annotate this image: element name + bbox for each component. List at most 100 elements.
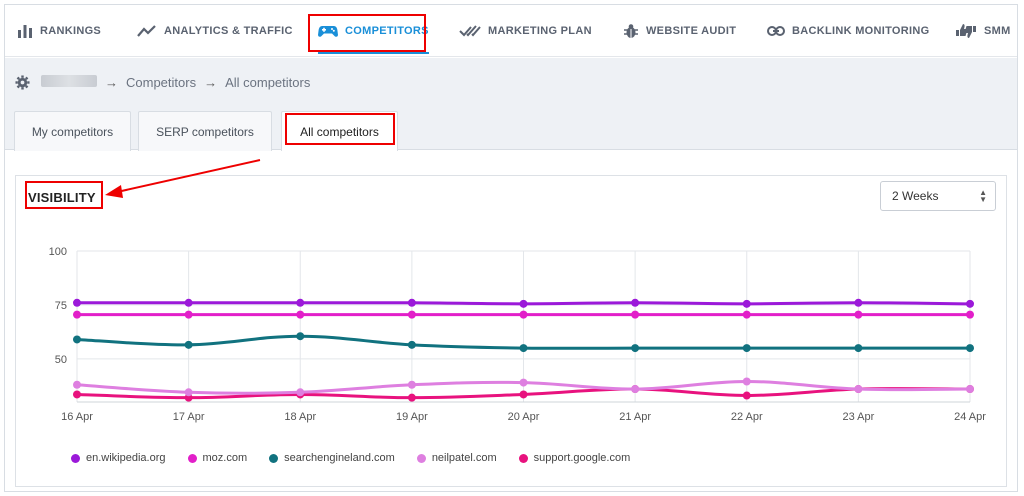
data-point (73, 335, 81, 344)
legend-label: moz.com (202, 452, 248, 464)
bug-icon (624, 24, 638, 38)
nav-competitors[interactable]: COMPETITORS (318, 5, 429, 57)
legend-item[interactable]: searchengineland.com (269, 452, 395, 464)
data-point (966, 299, 974, 308)
breadcrumb-trail: → Competitors → All competitors (105, 58, 310, 106)
data-point (73, 310, 81, 319)
legend-dot (269, 453, 279, 463)
data-point (519, 390, 528, 399)
legend-label: neilpatel.com (431, 452, 497, 464)
data-point (854, 385, 863, 394)
chart-legend: en.wikipedia.org moz.com searchengineland.… (71, 452, 630, 464)
period-select-value: 2 Weeks (892, 189, 939, 203)
tab-all-competitors[interactable]: All competitors (281, 111, 398, 152)
legend-dot (187, 453, 197, 463)
x-tick-label: 21 Apr (619, 411, 651, 423)
legend-label: searchengineland.com (284, 452, 395, 464)
data-point (966, 344, 974, 353)
x-tick-label: 17 Apr (173, 411, 205, 423)
visibility-chart: 50 75 100 16 Apr 17 Apr 18 Apr 19 Apr 20 Apr 21 … (49, 246, 987, 423)
settings-gear[interactable] (15, 58, 30, 106)
legend-dot (416, 453, 426, 463)
data-point (742, 391, 751, 400)
legend-dot (518, 453, 528, 463)
data-point (184, 340, 193, 349)
tab-serp-competitors[interactable]: SERP competitors (138, 111, 272, 151)
data-point (296, 388, 305, 397)
data-point (631, 344, 640, 353)
data-point (407, 393, 416, 402)
nav-smm-label: SMM (984, 25, 1011, 37)
period-select[interactable]: 2 Weeks ▲ ▼ (880, 181, 996, 211)
data-point (519, 299, 528, 308)
tab-my-competitors[interactable]: My competitors (14, 111, 131, 151)
nav-website-audit[interactable]: WEBSITE AUDIT (623, 5, 736, 57)
nav-marketing-plan[interactable]: MARKETING PLAN (459, 5, 592, 57)
x-tick-label: 16 Apr (61, 411, 93, 423)
legend-item[interactable]: moz.com (187, 452, 248, 464)
nav-backlink-monitoring[interactable]: BACKLINK MONITORING (767, 5, 930, 57)
data-point (407, 298, 416, 307)
project-name-redacted[interactable] (41, 75, 97, 87)
data-point (407, 310, 416, 319)
top-navigation: RANKINGS ANALYTICS & TRAFFIC COMPETITORS… (5, 5, 1017, 57)
y-tick-label: 100 (49, 246, 67, 258)
data-point (184, 298, 193, 307)
data-point (854, 310, 863, 319)
data-point (631, 298, 640, 307)
x-tick-label: 22 Apr (731, 411, 763, 423)
data-point (407, 380, 416, 389)
visibility-title: VISIBILITY (28, 190, 96, 205)
legend-dot (71, 453, 80, 463)
data-point (519, 344, 528, 353)
visibility-panel: VISIBILITY 2 Weeks ▲ ▼ 50 75 100 16 Apr 17 Ap… (15, 175, 1007, 487)
competitor-tabs: My competitors SERP competitors All comp… (5, 106, 1017, 152)
data-point (519, 378, 528, 387)
trend-line-icon (137, 25, 156, 37)
breadcrumb-separator: → (105, 74, 118, 90)
nav-marketing-label: MARKETING PLAN (488, 25, 592, 37)
data-point (966, 310, 974, 319)
breadcrumb-all-competitors: All competitors (225, 74, 311, 90)
y-tick-label: 75 (55, 300, 67, 312)
gamepad-icon (318, 26, 338, 37)
breadcrumb-competitors[interactable]: Competitors (126, 74, 197, 90)
x-tick-label: 19 Apr (396, 411, 428, 423)
breadcrumb: → Competitors → All competitors (5, 58, 1017, 106)
link-icon (767, 26, 785, 36)
data-point (742, 377, 751, 386)
data-point (73, 380, 81, 389)
thumbs-icon (956, 24, 976, 38)
breadcrumb-separator: → (204, 74, 218, 90)
legend-item[interactable]: en.wikipedia.org (71, 452, 166, 464)
nav-rankings-label: RANKINGS (40, 25, 102, 37)
data-point (73, 390, 81, 399)
legend-item[interactable]: neilpatel.com (416, 452, 497, 464)
data-point (407, 340, 416, 349)
nav-audit-label: WEBSITE AUDIT (646, 25, 737, 37)
app-frame: RANKINGS ANALYTICS & TRAFFIC COMPETITORS… (4, 4, 1018, 492)
double-check-icon (459, 25, 481, 37)
data-point (631, 385, 640, 394)
nav-competitors-label: COMPETITORS (345, 25, 429, 37)
nav-analytics-traffic[interactable]: ANALYTICS & TRAFFIC (137, 5, 293, 57)
data-point (854, 344, 863, 353)
main-content: VISIBILITY 2 Weeks ▲ ▼ 50 75 100 16 Apr 17 Ap… (5, 151, 1017, 491)
nav-smm[interactable]: SMM (955, 5, 1011, 57)
legend-label: en.wikipedia.org (86, 452, 166, 464)
legend-item[interactable]: support.google.com (518, 452, 631, 464)
data-point (184, 310, 193, 319)
data-point (742, 344, 751, 353)
data-point (296, 332, 305, 341)
x-tick-label: 20 Apr (508, 411, 540, 423)
nav-analytics-label: ANALYTICS & TRAFFIC (164, 25, 293, 37)
data-point (631, 310, 640, 319)
legend-label: support.google.com (533, 452, 631, 464)
data-point (742, 299, 751, 308)
x-tick-label: 23 Apr (842, 411, 874, 423)
y-tick-label: 50 (55, 354, 67, 366)
data-point (296, 298, 305, 307)
nav-rankings[interactable]: RANKINGS (17, 5, 101, 57)
data-point (742, 310, 751, 319)
select-caret-icon: ▲ ▼ (979, 188, 987, 204)
